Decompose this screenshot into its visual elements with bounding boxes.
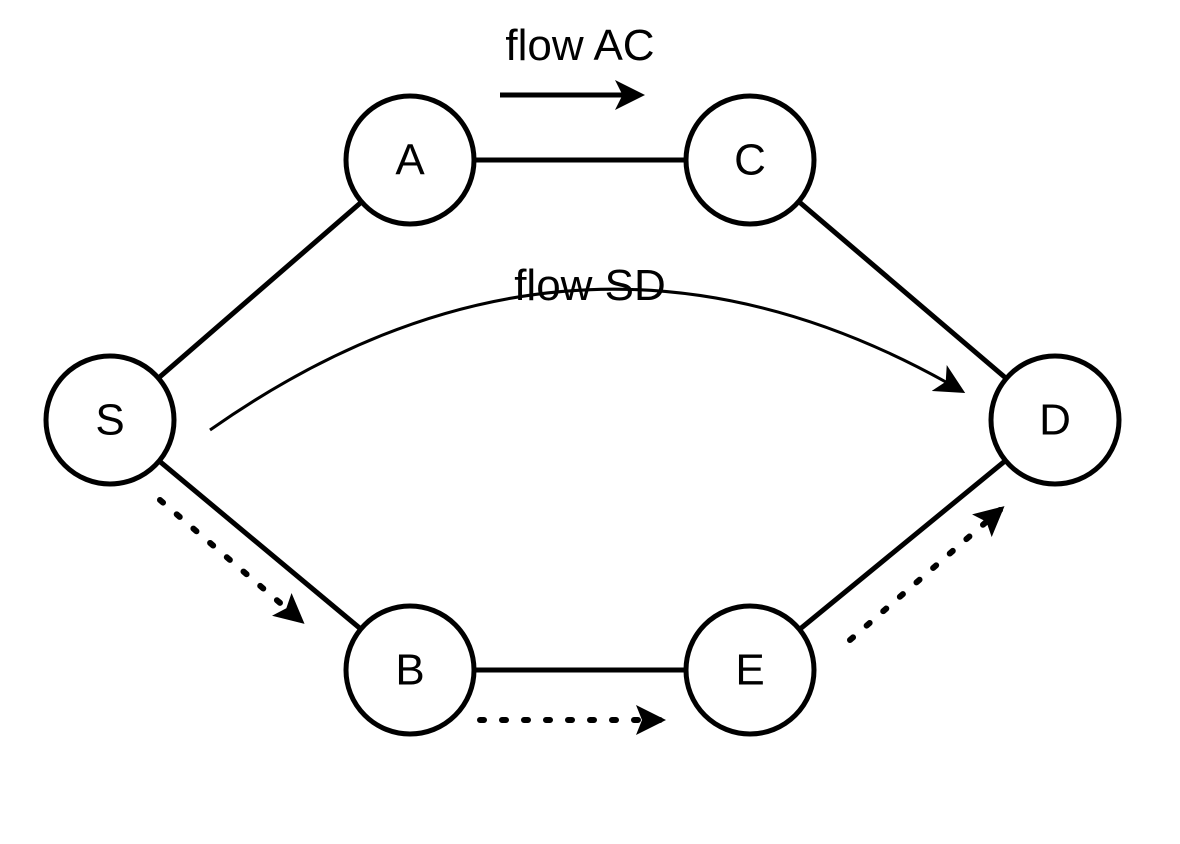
network-diagram: S A C D B E flow AC flow SD [0,0,1180,844]
edge-ED [799,461,1005,630]
flow-sd-label: flow SD [514,261,666,310]
flow-ac-label: flow AC [505,21,654,70]
node-E: E [686,606,814,734]
edge-SA [158,202,361,378]
edges-group [158,160,1006,670]
edge-SB [159,461,361,629]
dotted-arrows-group [160,500,1000,720]
node-B-label: B [395,646,424,695]
node-D-label: D [1039,396,1071,445]
edge-CD [799,202,1007,379]
node-D: D [991,356,1119,484]
nodes-group: S A C D B E [46,96,1119,734]
node-B: B [346,606,474,734]
node-E-label: E [735,646,764,695]
node-S-label: S [95,396,124,445]
node-S: S [46,356,174,484]
node-A-label: A [395,136,425,185]
flow-labels-group: flow AC flow SD [505,21,665,310]
node-C: C [686,96,814,224]
curve-sd [210,289,960,430]
node-A: A [346,96,474,224]
node-C-label: C [734,136,766,185]
